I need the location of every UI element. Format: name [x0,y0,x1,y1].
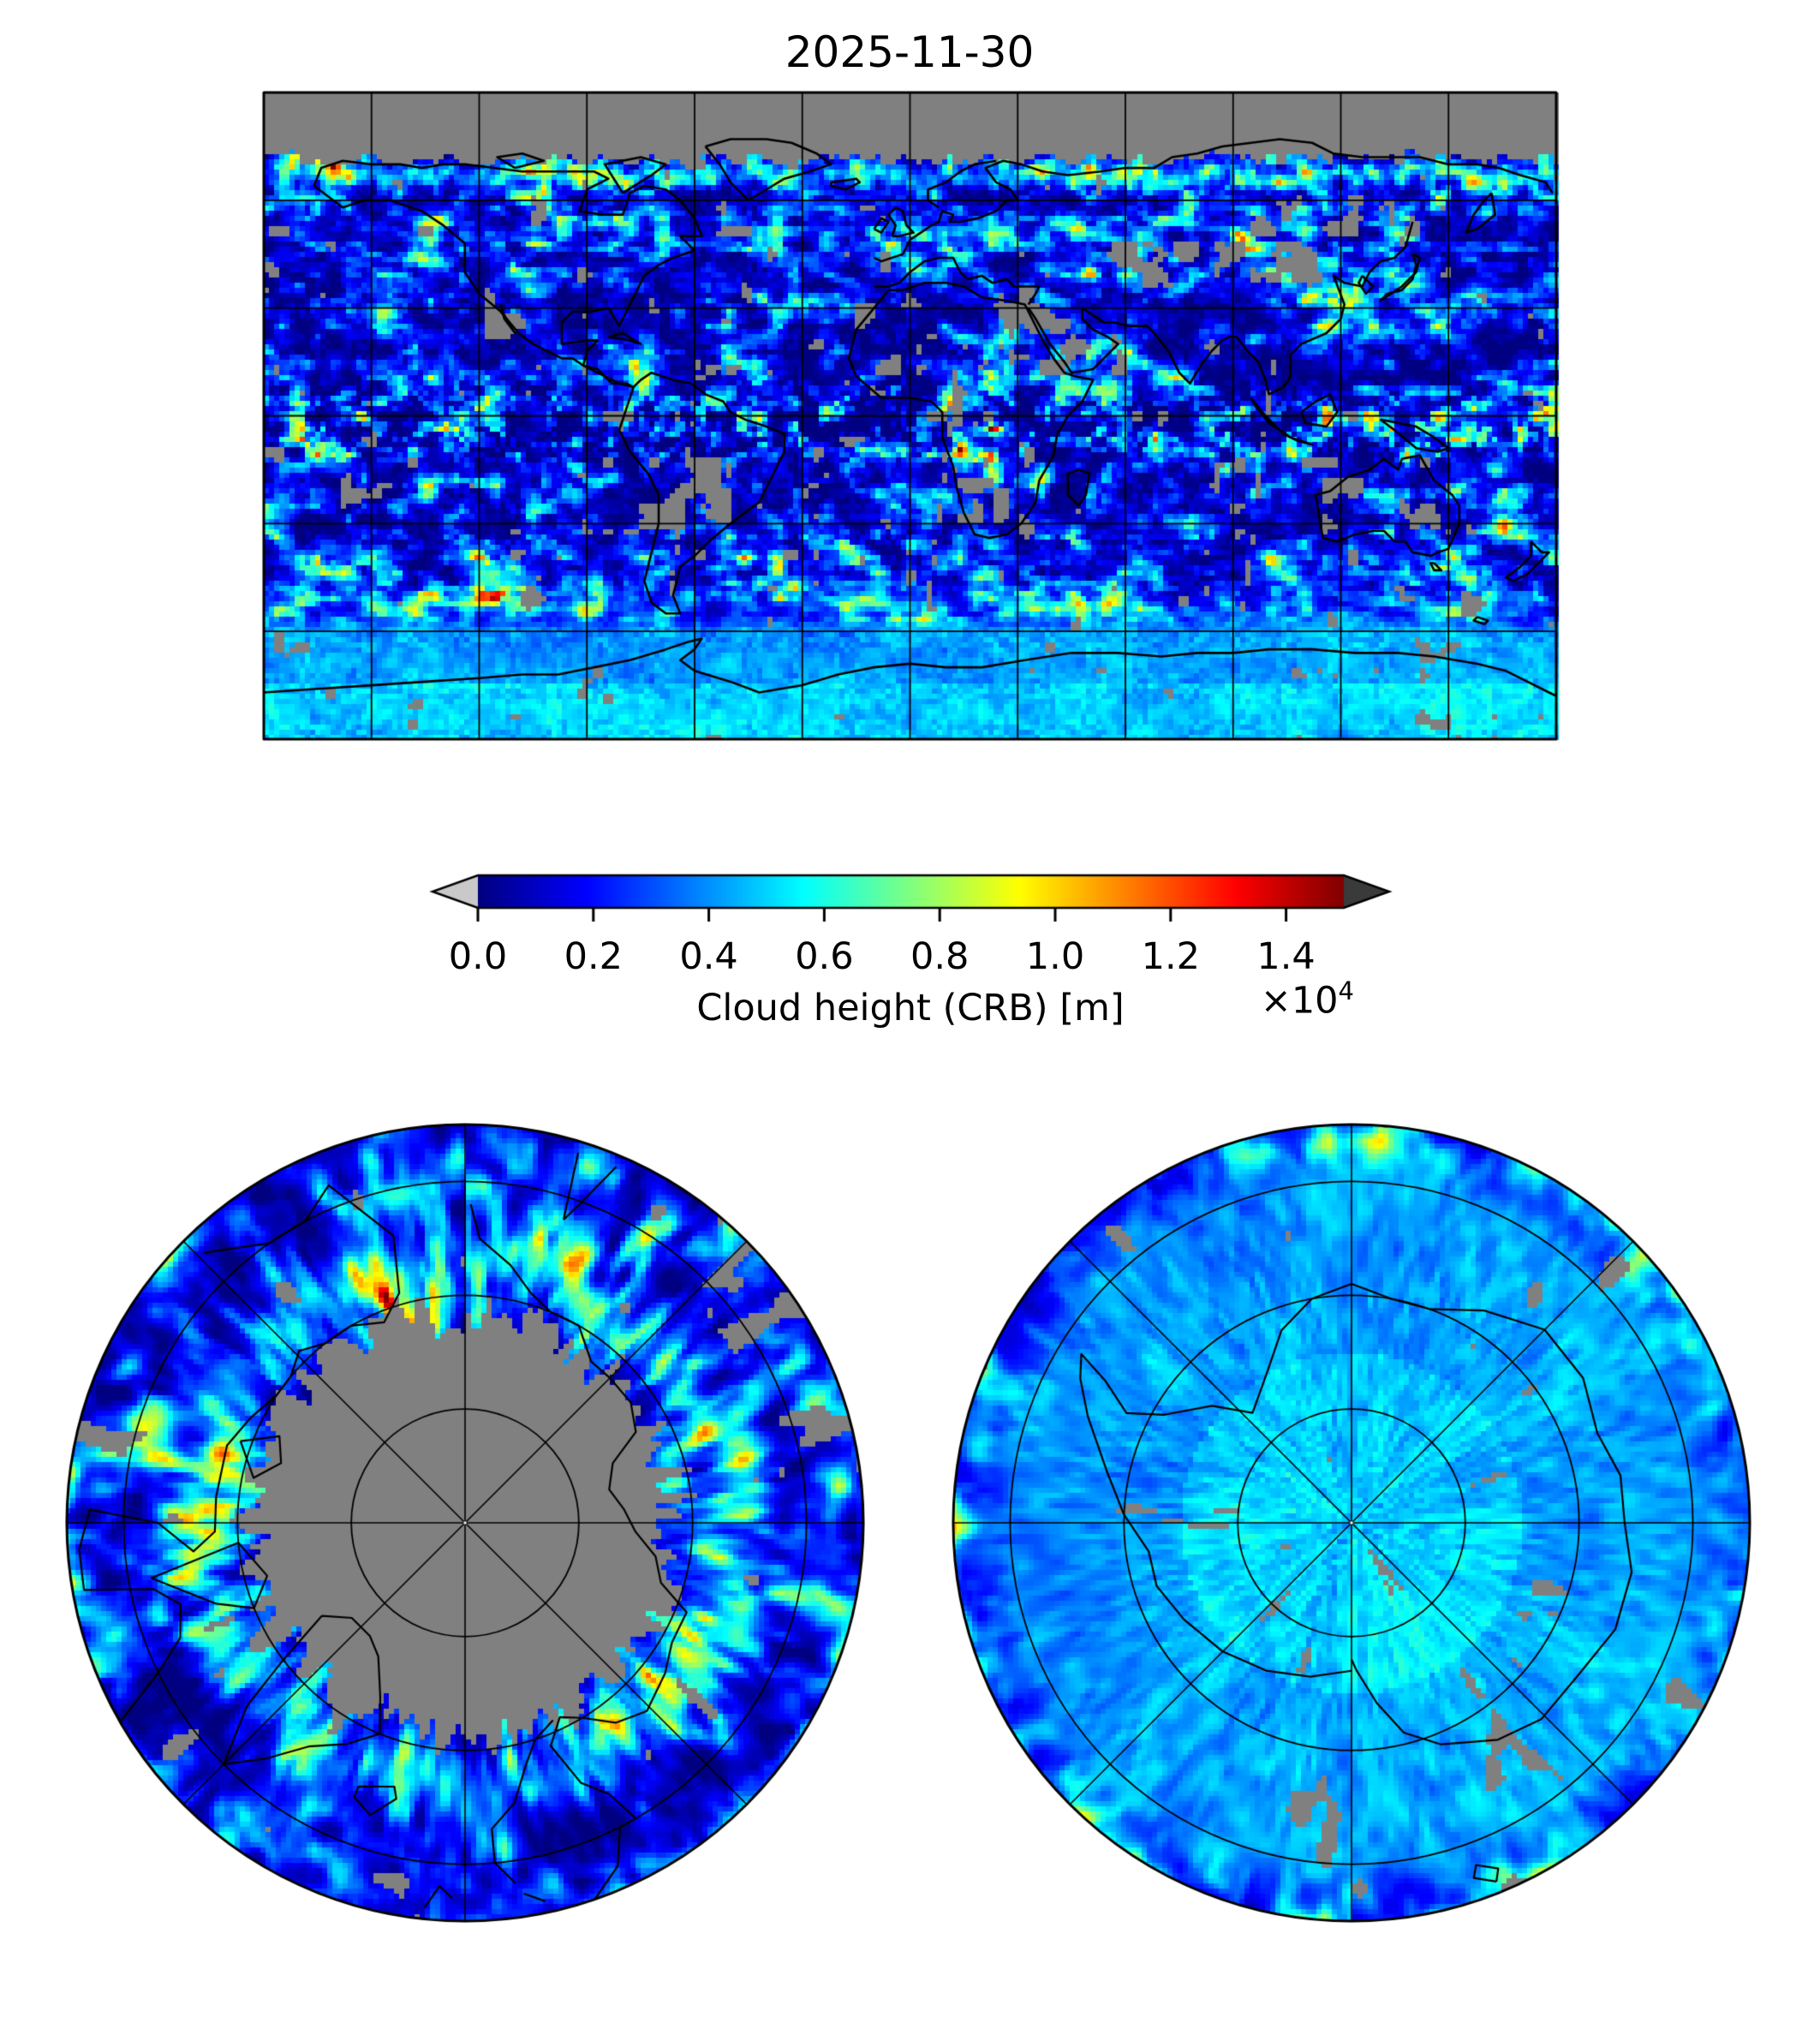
colorbar-tick-label: 1.0 [1025,935,1085,978]
colorbar-tick-label: 0.6 [795,935,854,978]
figure-title: 2025-11-30 [785,27,1035,77]
colorbar-tick-label: 0.4 [679,935,738,978]
colorbar-label: Cloud height (CRB) [m] [696,987,1125,1029]
colorbar-offset-base: ×10 [1260,979,1339,1023]
colorbar-offset-exponent: 4 [1338,976,1354,1006]
colorbar-tick-label: 1.4 [1256,935,1316,978]
global-map-canvas [260,89,1560,743]
colorbar-tick-label: 0.8 [910,935,970,978]
south-polar-map-canvas [952,1123,1751,1923]
colorbar-tick-label: 1.2 [1141,935,1200,978]
colorbar-tick-label: 0.2 [564,935,623,978]
colorbar-tick-label: 0.0 [448,935,508,978]
colorbar-offset-text: ×104 [1261,976,1354,1022]
colorbar-canvas [427,868,1399,937]
north-polar-map-canvas [65,1123,865,1923]
